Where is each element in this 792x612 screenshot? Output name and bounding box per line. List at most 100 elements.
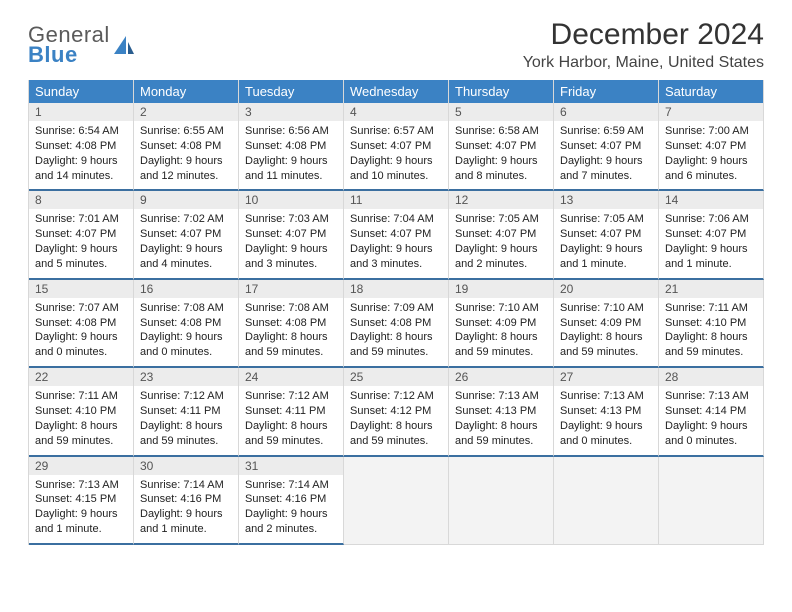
day-cell: 7Sunrise: 7:00 AMSunset: 4:07 PMDaylight… [659,103,764,191]
day-info: Sunrise: 7:13 AMSunset: 4:14 PMDaylight:… [659,386,763,454]
sunset-line: Sunset: 4:07 PM [560,227,652,242]
daylight-line: Daylight: 9 hours and 1 minute. [665,242,757,272]
day-cell: 21Sunrise: 7:11 AMSunset: 4:10 PMDayligh… [659,280,764,368]
sunrise-line: Sunrise: 7:13 AM [455,389,547,404]
day-number: 12 [449,191,553,209]
daylight-line: Daylight: 9 hours and 0 minutes. [665,419,757,449]
sunrise-line: Sunrise: 6:57 AM [350,124,442,139]
day-number: 4 [344,103,448,121]
day-cell: 20Sunrise: 7:10 AMSunset: 4:09 PMDayligh… [554,280,659,368]
daylight-line: Daylight: 9 hours and 3 minutes. [350,242,442,272]
day-cell: 31Sunrise: 7:14 AMSunset: 4:16 PMDayligh… [239,457,344,545]
sunset-line: Sunset: 4:11 PM [140,404,232,419]
daylight-line: Daylight: 8 hours and 59 minutes. [665,330,757,360]
daylight-line: Daylight: 9 hours and 2 minutes. [245,507,337,537]
day-info: Sunrise: 7:03 AMSunset: 4:07 PMDaylight:… [239,209,343,277]
weekday-header: Friday [554,80,659,103]
day-number: 16 [134,280,238,298]
sunrise-line: Sunrise: 7:08 AM [140,301,232,316]
weekday-header: Thursday [449,80,554,103]
sunrise-line: Sunrise: 7:12 AM [140,389,232,404]
sunset-line: Sunset: 4:07 PM [350,139,442,154]
day-cell: 25Sunrise: 7:12 AMSunset: 4:12 PMDayligh… [344,368,449,456]
sunset-line: Sunset: 4:07 PM [455,227,547,242]
day-cell: 24Sunrise: 7:12 AMSunset: 4:11 PMDayligh… [239,368,344,456]
day-info: Sunrise: 7:08 AMSunset: 4:08 PMDaylight:… [239,298,343,366]
sunrise-line: Sunrise: 6:56 AM [245,124,337,139]
day-info: Sunrise: 7:12 AMSunset: 4:11 PMDaylight:… [239,386,343,454]
day-cell: 11Sunrise: 7:04 AMSunset: 4:07 PMDayligh… [344,191,449,279]
logo-sail-icon [112,34,136,58]
day-number: 11 [344,191,448,209]
daylight-line: Daylight: 9 hours and 12 minutes. [140,154,232,184]
daylight-line: Daylight: 8 hours and 59 minutes. [350,330,442,360]
daylight-line: Daylight: 8 hours and 59 minutes. [455,330,547,360]
sunrise-line: Sunrise: 6:59 AM [560,124,652,139]
daylight-line: Daylight: 9 hours and 8 minutes. [455,154,547,184]
day-cell: 13Sunrise: 7:05 AMSunset: 4:07 PMDayligh… [554,191,659,279]
sunrise-line: Sunrise: 7:10 AM [560,301,652,316]
logo-text-blue: Blue [28,44,110,66]
daylight-line: Daylight: 8 hours and 59 minutes. [245,419,337,449]
day-number: 18 [344,280,448,298]
sunrise-line: Sunrise: 6:54 AM [35,124,127,139]
day-cell: 8Sunrise: 7:01 AMSunset: 4:07 PMDaylight… [29,191,134,279]
day-cell: 30Sunrise: 7:14 AMSunset: 4:16 PMDayligh… [134,457,239,545]
day-number: 5 [449,103,553,121]
sunset-line: Sunset: 4:07 PM [665,139,757,154]
daylight-line: Daylight: 9 hours and 1 minute. [35,507,127,537]
empty-cell [449,457,554,545]
day-info: Sunrise: 7:02 AMSunset: 4:07 PMDaylight:… [134,209,238,277]
header: General Blue December 2024 York Harbor, … [28,18,764,72]
empty-cell [659,457,764,545]
sunset-line: Sunset: 4:07 PM [245,227,337,242]
day-info: Sunrise: 7:05 AMSunset: 4:07 PMDaylight:… [449,209,553,277]
sunset-line: Sunset: 4:15 PM [35,492,127,507]
sunrise-line: Sunrise: 7:06 AM [665,212,757,227]
weekday-header: Saturday [659,80,764,103]
day-info: Sunrise: 7:13 AMSunset: 4:15 PMDaylight:… [29,475,133,543]
day-info: Sunrise: 7:09 AMSunset: 4:08 PMDaylight:… [344,298,448,366]
sunset-line: Sunset: 4:08 PM [35,316,127,331]
sunrise-line: Sunrise: 7:12 AM [245,389,337,404]
day-number: 21 [659,280,763,298]
day-info: Sunrise: 7:14 AMSunset: 4:16 PMDaylight:… [134,475,238,543]
daylight-line: Daylight: 8 hours and 59 minutes. [245,330,337,360]
daylight-line: Daylight: 9 hours and 10 minutes. [350,154,442,184]
sunset-line: Sunset: 4:08 PM [245,139,337,154]
day-info: Sunrise: 7:11 AMSunset: 4:10 PMDaylight:… [659,298,763,366]
sunrise-line: Sunrise: 7:13 AM [665,389,757,404]
sunset-line: Sunset: 4:08 PM [245,316,337,331]
sunrise-line: Sunrise: 7:12 AM [350,389,442,404]
sunset-line: Sunset: 4:07 PM [35,227,127,242]
day-info: Sunrise: 7:10 AMSunset: 4:09 PMDaylight:… [554,298,658,366]
weekday-header: Tuesday [239,80,344,103]
sunrise-line: Sunrise: 7:13 AM [560,389,652,404]
sunrise-line: Sunrise: 7:13 AM [35,478,127,493]
day-number: 1 [29,103,133,121]
sunrise-line: Sunrise: 7:07 AM [35,301,127,316]
day-number: 27 [554,368,658,386]
daylight-line: Daylight: 9 hours and 1 minute. [560,242,652,272]
day-info: Sunrise: 7:10 AMSunset: 4:09 PMDaylight:… [449,298,553,366]
day-cell: 2Sunrise: 6:55 AMSunset: 4:08 PMDaylight… [134,103,239,191]
sunrise-line: Sunrise: 6:58 AM [455,124,547,139]
title-block: December 2024 York Harbor, Maine, United… [523,18,764,72]
day-number: 26 [449,368,553,386]
calendar-grid: SundayMondayTuesdayWednesdayThursdayFrid… [28,80,764,545]
day-number: 7 [659,103,763,121]
day-cell: 17Sunrise: 7:08 AMSunset: 4:08 PMDayligh… [239,280,344,368]
day-number: 15 [29,280,133,298]
sunset-line: Sunset: 4:07 PM [350,227,442,242]
day-number: 3 [239,103,343,121]
sunset-line: Sunset: 4:10 PM [35,404,127,419]
day-cell: 12Sunrise: 7:05 AMSunset: 4:07 PMDayligh… [449,191,554,279]
sunset-line: Sunset: 4:11 PM [245,404,337,419]
day-info: Sunrise: 7:05 AMSunset: 4:07 PMDaylight:… [554,209,658,277]
day-info: Sunrise: 6:54 AMSunset: 4:08 PMDaylight:… [29,121,133,189]
sunrise-line: Sunrise: 7:11 AM [35,389,127,404]
day-info: Sunrise: 7:04 AMSunset: 4:07 PMDaylight:… [344,209,448,277]
day-number: 25 [344,368,448,386]
empty-cell [554,457,659,545]
day-number: 22 [29,368,133,386]
